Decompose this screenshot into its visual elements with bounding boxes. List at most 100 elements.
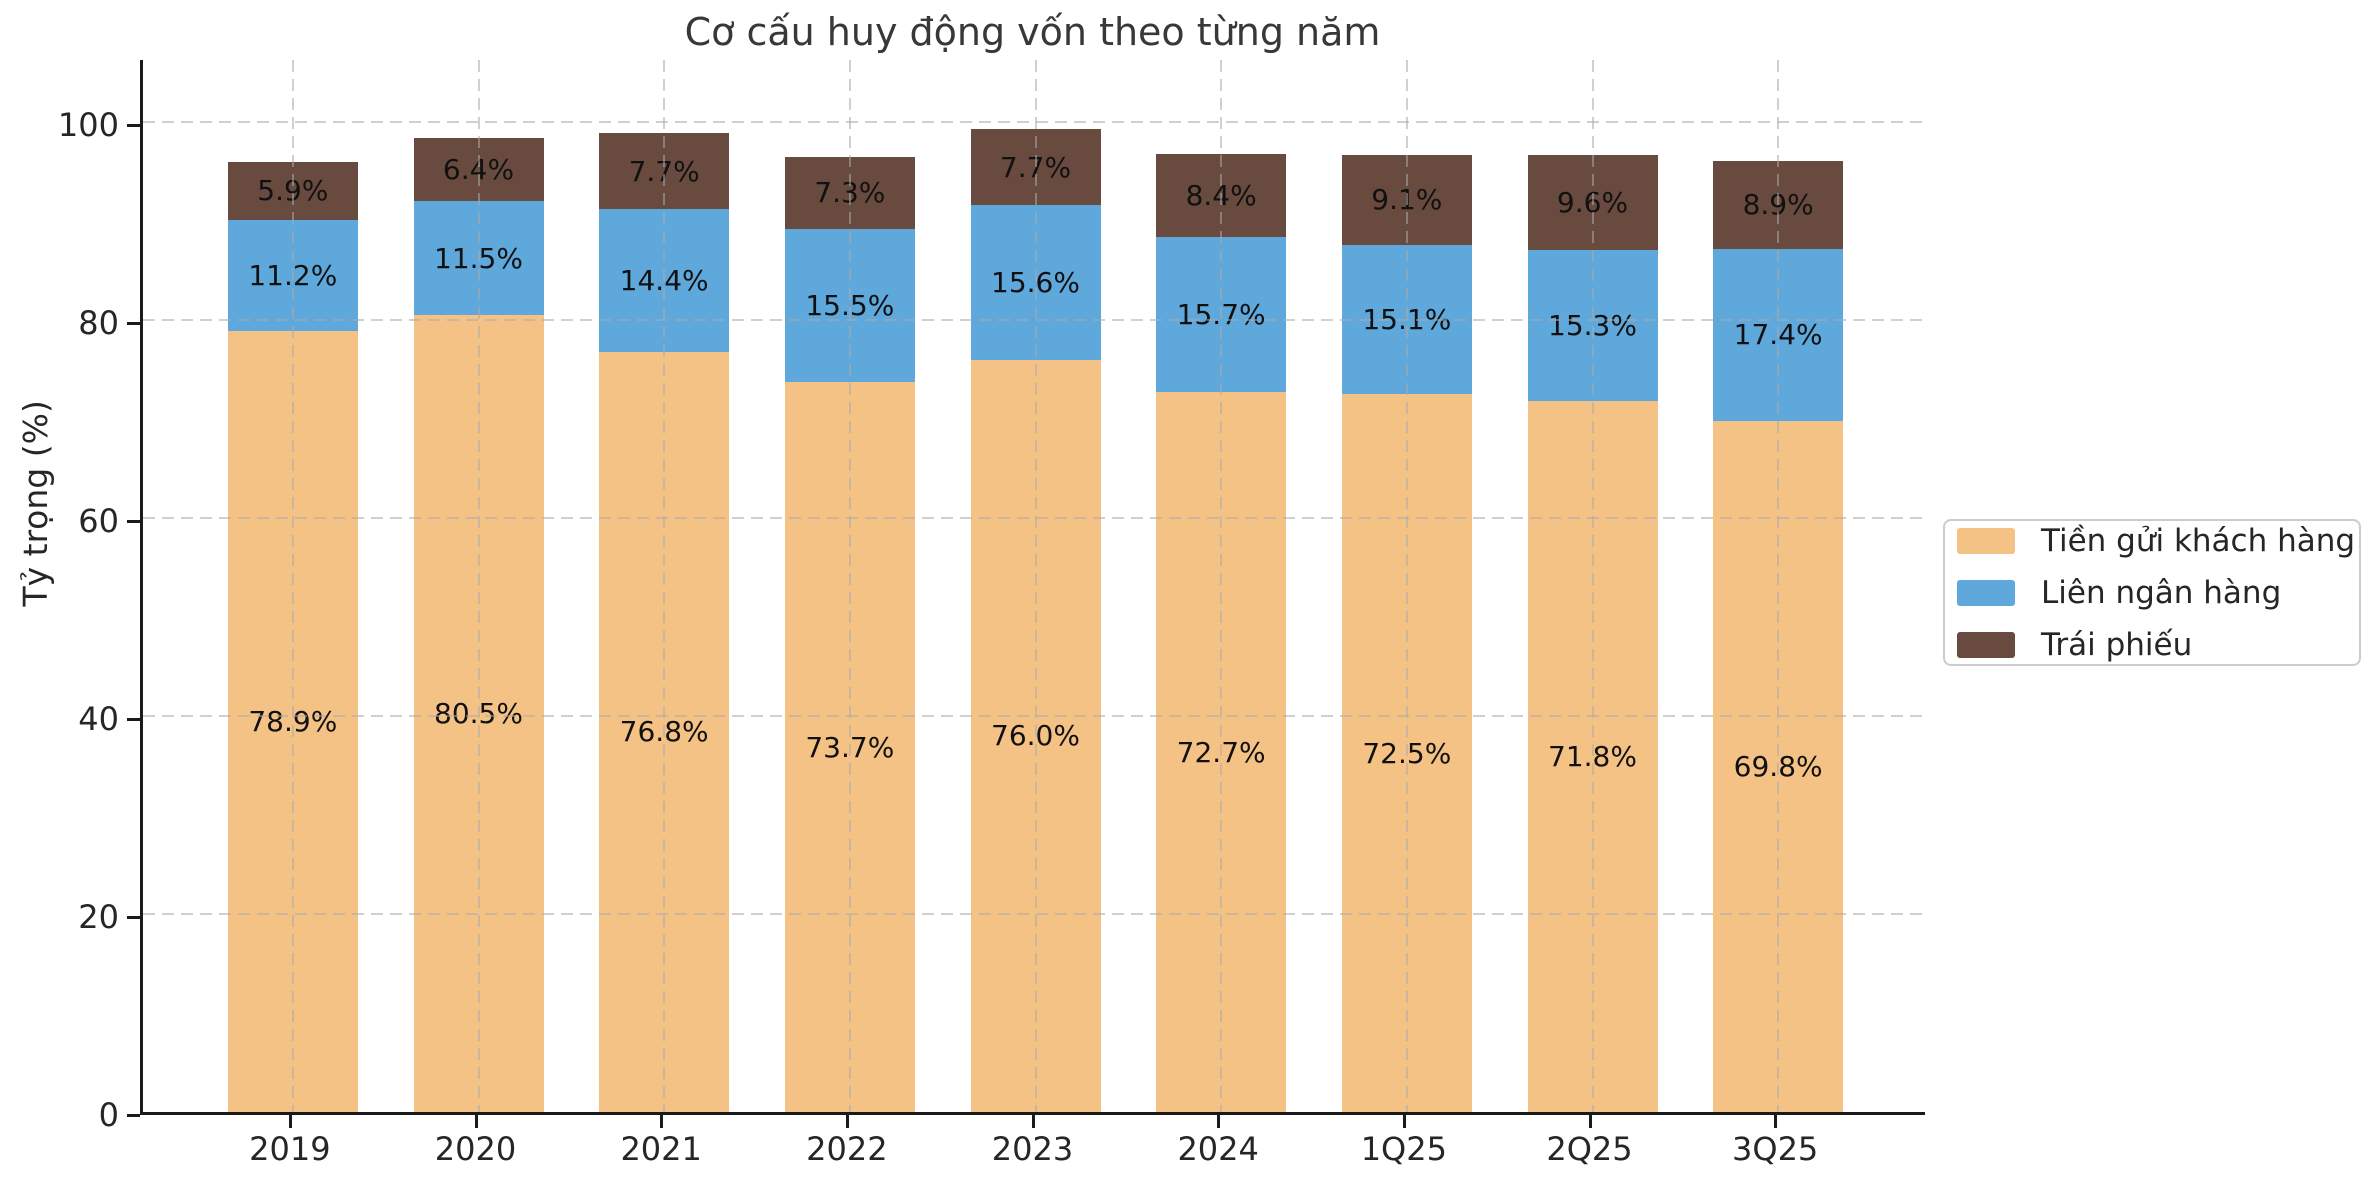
legend-swatch: [1957, 527, 2015, 554]
bar-segment: 8.9%: [1713, 160, 1844, 249]
x-tick-label: 2024: [1177, 1130, 1259, 1168]
bar-group: 73.7% 15.5% 7.3%: [784, 156, 915, 1112]
bar-value-label: 69.8%: [1733, 749, 1823, 783]
legend-label: Liên ngân hàng: [2041, 574, 2282, 611]
bar-group: 71.8% 15.3% 9.6%: [1527, 154, 1658, 1112]
bar-segment: 15.5%: [784, 228, 915, 383]
y-tick-mark: [127, 124, 140, 127]
x-tick-label: 2Q25: [1546, 1130, 1633, 1168]
bar-value-label: 15.1%: [1362, 303, 1452, 336]
x-tick-mark: [1774, 1115, 1778, 1128]
bar-value-label: 15.6%: [991, 265, 1080, 299]
bar-segment: 72.5%: [1341, 394, 1472, 1112]
bar-segment: 15.1%: [1341, 244, 1472, 395]
bar-value-label: 72.7%: [1176, 735, 1266, 769]
bar-segment: 15.7%: [1156, 236, 1287, 393]
y-tick-mark: [127, 718, 140, 721]
y-tick-label: 0: [98, 1096, 119, 1134]
bar-value-label: 7.7%: [999, 150, 1072, 184]
bar-segment: 9.6%: [1527, 154, 1658, 250]
bar-value-label: 7.3%: [814, 176, 886, 210]
y-tick-mark: [127, 916, 140, 919]
chart-title: Cơ cấu huy động vốn theo từng năm: [684, 10, 1381, 54]
bar-group: 72.5% 15.1% 9.1%: [1341, 154, 1472, 1112]
bar-segment: 69.8%: [1713, 420, 1844, 1112]
bar-value-label: 78.9%: [248, 704, 338, 738]
bar-segment: 7.3%: [784, 156, 915, 229]
bar-value-label: 76.0%: [991, 719, 1080, 753]
bar-value-label: 8.9%: [1742, 188, 1814, 222]
legend-swatch: [1957, 631, 2015, 658]
bar-segment: 17.4%: [1713, 248, 1844, 421]
x-tick-mark: [845, 1115, 849, 1128]
legend-item: Tiền gửi khách hàng: [1957, 523, 2359, 559]
x-tick-mark: [1402, 1115, 1406, 1128]
x-tick-label: 2023: [991, 1130, 1074, 1168]
bar-segment: 72.7%: [1156, 392, 1287, 1112]
bar-value-label: 9.6%: [1556, 185, 1629, 219]
bar-group: 80.5% 11.5% 6.4%: [413, 137, 544, 1112]
x-tick-label: 3Q25: [1732, 1130, 1819, 1168]
bar-segment: 15.3%: [1527, 249, 1658, 402]
bar-segment: 8.4%: [1156, 153, 1287, 237]
bar-value-label: 72.5%: [1362, 736, 1452, 770]
plot-area: 78.9% 11.2% 5.9% 80.5% 11.5% 6.4% 76.8% 14.4% 7.…: [140, 60, 1925, 1115]
bar-value-label: 71.8%: [1548, 740, 1637, 774]
legend: Tiền gửi khách hàng Liên ngân hàng Trái ph…: [1943, 519, 2361, 666]
bar-value-label: 15.3%: [1548, 308, 1637, 342]
bar-segment: 15.6%: [970, 205, 1101, 360]
y-tick-label: 40: [78, 700, 119, 738]
legend-label: Tiền gửi khách hàng: [2041, 522, 2356, 559]
y-tick-mark: [127, 322, 140, 325]
bar-segment: 71.8%: [1527, 401, 1658, 1112]
bar-value-label: 11.5%: [434, 241, 523, 275]
bar-value-label: 73.7%: [805, 730, 895, 764]
bar-value-label: 14.4%: [619, 263, 709, 297]
bar-value-label: 17.4%: [1733, 318, 1823, 352]
bar-value-label: 8.4%: [1185, 178, 1257, 212]
y-tick-label: 100: [57, 106, 119, 144]
x-tick-mark: [660, 1115, 664, 1128]
bar-segment: 5.9%: [227, 161, 358, 221]
bar-segment: 14.4%: [599, 209, 730, 352]
bar-group: 76.0% 15.6% 7.7%: [970, 128, 1101, 1112]
bar-value-label: 9.1%: [1371, 183, 1443, 217]
bar-value-label: 11.2%: [248, 258, 338, 292]
x-tick-mark: [1031, 1115, 1035, 1128]
bar-value-label: 15.5%: [805, 289, 895, 323]
bar-segment: 11.2%: [227, 220, 358, 331]
x-tick-label: 2019: [249, 1130, 331, 1168]
y-tick-label: 60: [78, 502, 119, 540]
bar-value-label: 80.5%: [434, 697, 523, 731]
bar-segment: 80.5%: [413, 315, 544, 1112]
bar-group: 69.8% 17.4% 8.9%: [1713, 160, 1844, 1112]
bar-value-label: 5.9%: [257, 174, 329, 208]
y-tick-mark: [127, 520, 140, 523]
y-tick-label: 20: [78, 898, 119, 936]
x-tick-mark: [1217, 1115, 1221, 1128]
bar-segment: 7.7%: [599, 132, 730, 210]
bar-segment: 78.9%: [227, 330, 358, 1112]
bar-segment: 76.0%: [970, 359, 1101, 1112]
legend-item: Trái phiếu: [1957, 627, 2359, 663]
x-tick-mark: [474, 1115, 478, 1128]
bar-segment: 11.5%: [413, 201, 544, 316]
x-tick-label: 1Q25: [1360, 1130, 1447, 1168]
y-tick-mark: [127, 1114, 140, 1117]
bar-group: 78.9% 11.2% 5.9%: [227, 161, 358, 1112]
x-tick-label: 2020: [434, 1130, 517, 1168]
x-tick-mark: [1588, 1115, 1592, 1128]
legend-label: Trái phiếu: [2041, 626, 2193, 663]
x-tick-label: 2021: [620, 1130, 702, 1168]
bar-value-label: 76.8%: [619, 715, 709, 749]
bar-segment: 7.7%: [970, 128, 1101, 206]
bar-group: 72.7% 15.7% 8.4%: [1156, 153, 1287, 1112]
bar-value-label: 15.7%: [1176, 298, 1266, 332]
bar-group: 76.8% 14.4% 7.7%: [599, 132, 730, 1112]
bar-segment: 6.4%: [413, 137, 544, 202]
y-tick-label: 80: [78, 304, 119, 342]
bar-segment: 73.7%: [784, 382, 915, 1112]
x-tick-mark: [288, 1115, 292, 1128]
gridline-h: [143, 121, 1925, 123]
